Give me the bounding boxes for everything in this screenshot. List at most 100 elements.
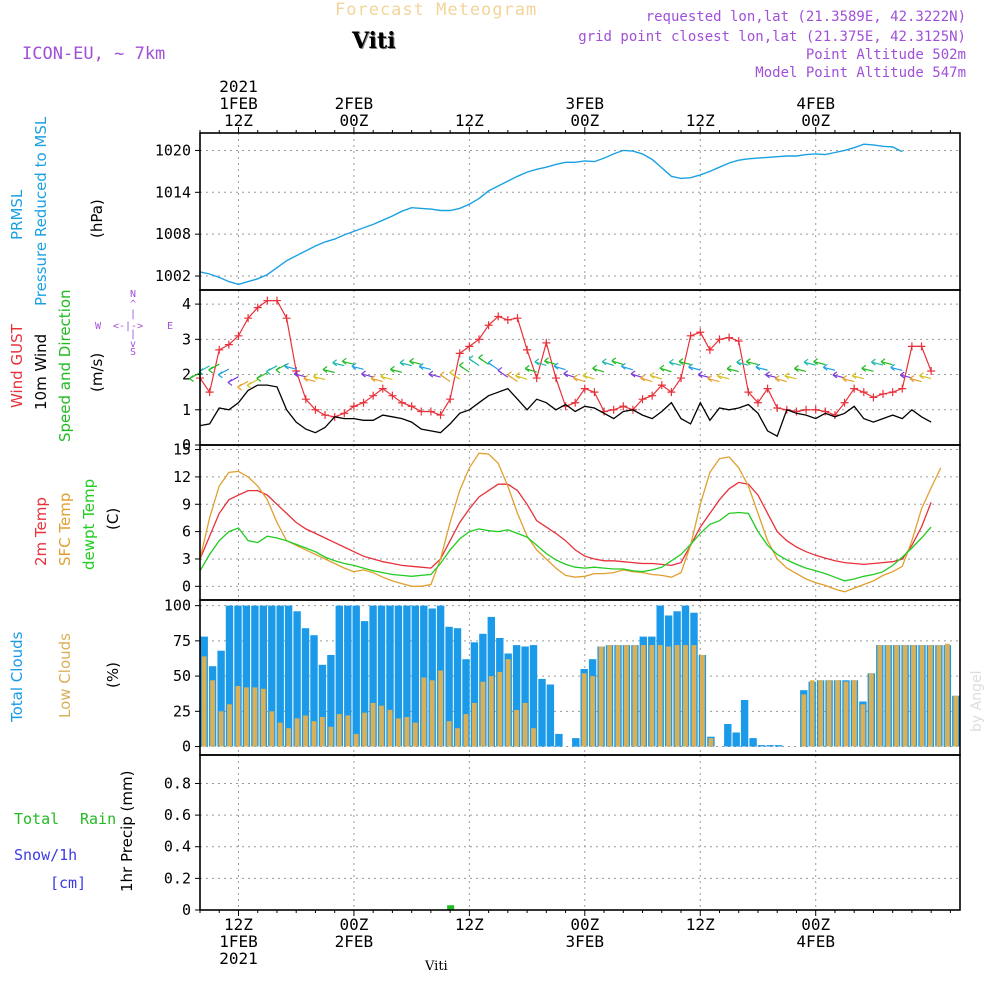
ytick-label-pressure-2: 1014: [155, 183, 191, 201]
low-cloud-bar: [531, 728, 536, 747]
low-cloud-bar: [632, 645, 638, 747]
gust-marker: [667, 388, 676, 397]
low-cloud-bar: [421, 677, 427, 747]
compass-e: E: [167, 321, 174, 332]
wind-arrowhead: [909, 375, 915, 383]
wind-arrowhead: [640, 374, 646, 382]
ytick-label-precip-4: 0.8: [164, 774, 191, 792]
point-altitude: Point Altitude 502m: [805, 47, 966, 63]
gust-marker: [551, 374, 560, 383]
total-cloud-bar: [234, 605, 242, 747]
precip-cm-label: [cm]: [50, 874, 87, 892]
low-cloud-bar: [885, 645, 891, 747]
wind-arrowhead: [370, 375, 376, 382]
wind-arrowhead: [697, 371, 703, 379]
wind-arrowhead: [439, 371, 445, 379]
total-cloud-bar: [740, 700, 749, 747]
ytick-label-wind-2: 2: [182, 366, 191, 384]
wind-arrow: [390, 368, 403, 373]
gust-marker: [609, 405, 618, 414]
wind-arrowhead: [322, 366, 328, 373]
low-cloud-bar: [201, 656, 207, 747]
low-cloud-bar: [269, 711, 275, 747]
low-cloud-bar: [311, 721, 317, 747]
wind-arrowhead: [534, 358, 540, 366]
total-cloud-bar: [572, 738, 580, 747]
total-cloud-bar: [360, 621, 369, 747]
wind-arrowhead: [745, 358, 751, 366]
wind-arrow: [842, 378, 855, 383]
wind-arrowhead: [544, 357, 549, 365]
wind-arrow: [784, 375, 797, 380]
ytick-label-pressure-3: 1020: [155, 141, 191, 159]
wind-arrow: [669, 361, 682, 366]
gust-marker: [321, 411, 330, 420]
wind-arrow: [592, 367, 605, 373]
low-cloud-bar: [320, 717, 325, 747]
gust-marker: [532, 374, 541, 383]
gust-marker: [234, 331, 243, 340]
total-cloud-bar: [318, 664, 327, 747]
line-2m-temp-c-: [199, 481, 932, 569]
wind-arrow: [794, 367, 807, 373]
gust-marker: [503, 315, 512, 324]
compass-vertical: ^ | | v: [130, 299, 137, 350]
ytick-label-precip-0: 0: [182, 901, 191, 919]
gust-marker: [802, 405, 811, 414]
gust-marker: [763, 384, 772, 393]
total-cloud-bar: [462, 659, 470, 747]
wind-arrow: [621, 365, 634, 371]
low-cloud-bar: [708, 738, 714, 747]
wind-arrowhead: [803, 358, 809, 366]
wind-arrowhead: [688, 363, 693, 371]
wind-arrowhead: [468, 355, 474, 363]
wind-arrowhead: [266, 368, 271, 376]
gust-marker: [349, 402, 358, 411]
wind-arrowhead: [784, 372, 790, 380]
gust-marker: [917, 342, 926, 351]
gust-marker: [494, 312, 503, 321]
wind-arrowhead: [649, 371, 655, 379]
low-cloud-bar: [683, 645, 688, 747]
wind-arrow: [553, 365, 566, 371]
gust-marker: [523, 345, 532, 354]
wind-arrow: [871, 361, 884, 366]
low-cloud-bar: [700, 655, 705, 747]
low-cloud-bar: [894, 645, 899, 747]
total-cloud-bar: [724, 724, 732, 747]
wind-arrowhead: [832, 371, 838, 379]
low-cloud-bar: [412, 722, 418, 747]
bottom-time-label: 00Z: [801, 915, 830, 934]
gust-marker: [753, 398, 762, 407]
wind-arrowhead: [601, 358, 607, 366]
wind-arrow: [630, 373, 643, 379]
low-cloud-bar: [902, 645, 908, 747]
gust-marker: [619, 402, 628, 411]
total-cloud-bar: [335, 605, 343, 747]
gust-marker: [446, 395, 455, 404]
low-cloud-bar: [353, 733, 359, 747]
total-cloud-bar: [276, 605, 284, 747]
wind-arrow: [890, 366, 903, 371]
bottom-time-label: 00Z: [339, 915, 368, 934]
footer-station: Viti: [425, 959, 448, 974]
wind-arrowhead: [899, 371, 905, 379]
ytick-label-pressure-1: 1008: [155, 225, 191, 243]
low-cloud-bar: [446, 721, 452, 747]
wind-arrowhead: [246, 381, 252, 389]
top-time-label: 4FEB: [796, 94, 835, 113]
wind-arrow: [351, 365, 364, 370]
wind-arrow: [909, 378, 922, 383]
wind-arrowhead: [275, 366, 281, 374]
wind-arrowhead: [592, 364, 597, 372]
low-cloud-bar: [235, 686, 241, 747]
low-cloud-bar: [379, 705, 384, 747]
gust-marker: [705, 345, 714, 354]
wind-arrowhead: [284, 362, 289, 370]
low-cloud-bar: [252, 687, 258, 747]
wind-arrowhead: [524, 365, 530, 372]
wind-arrow: [582, 374, 595, 380]
wind-arrowhead: [515, 372, 520, 380]
wind-arrowhead: [890, 363, 896, 371]
top-time-label: 3FEB: [566, 94, 605, 113]
